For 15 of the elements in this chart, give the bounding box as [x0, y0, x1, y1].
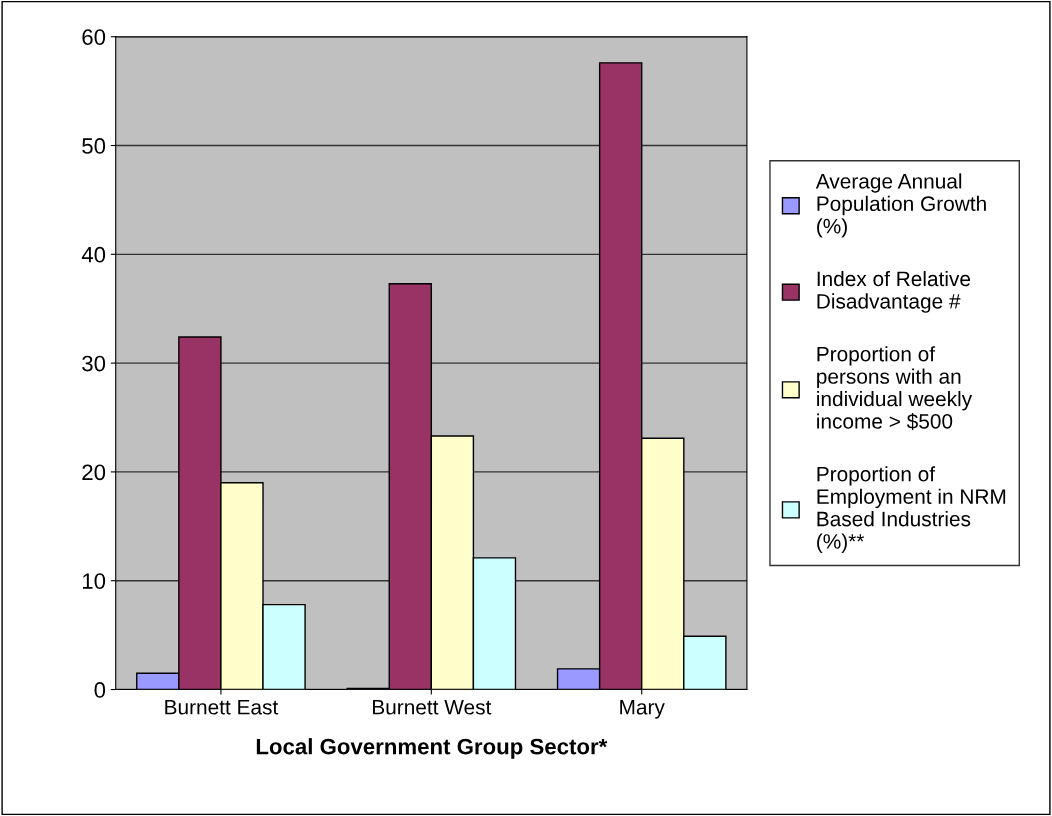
- y-tick-label: 30: [82, 355, 106, 372]
- x-axis-title: Local Government Group Sector*: [256, 738, 608, 759]
- legend-label: Proportion of persons with an individual weekly income > $500: [817, 346, 973, 430]
- y-tick-label: 60: [82, 29, 106, 45]
- y-tick-label: 50: [82, 138, 106, 154]
- y-tick-label: 20: [82, 464, 106, 481]
- legend-label: Average Annual Population Growth (%): [815, 173, 986, 238]
- y-tick-label: 0: [94, 682, 106, 698]
- y-tick-label: 40: [81, 246, 106, 263]
- y-tick-label: 10: [82, 573, 106, 589]
- x-tick-label: Burnett West: [373, 700, 492, 715]
- legend-label: Index of Relative Disadvantage #: [817, 270, 971, 313]
- x-tick-label: Mary: [620, 700, 665, 719]
- x-tick-label: Burnett East: [165, 700, 279, 715]
- legend-label: Proportion of Employment in NRM Based Industries (%)**: [817, 466, 1006, 553]
